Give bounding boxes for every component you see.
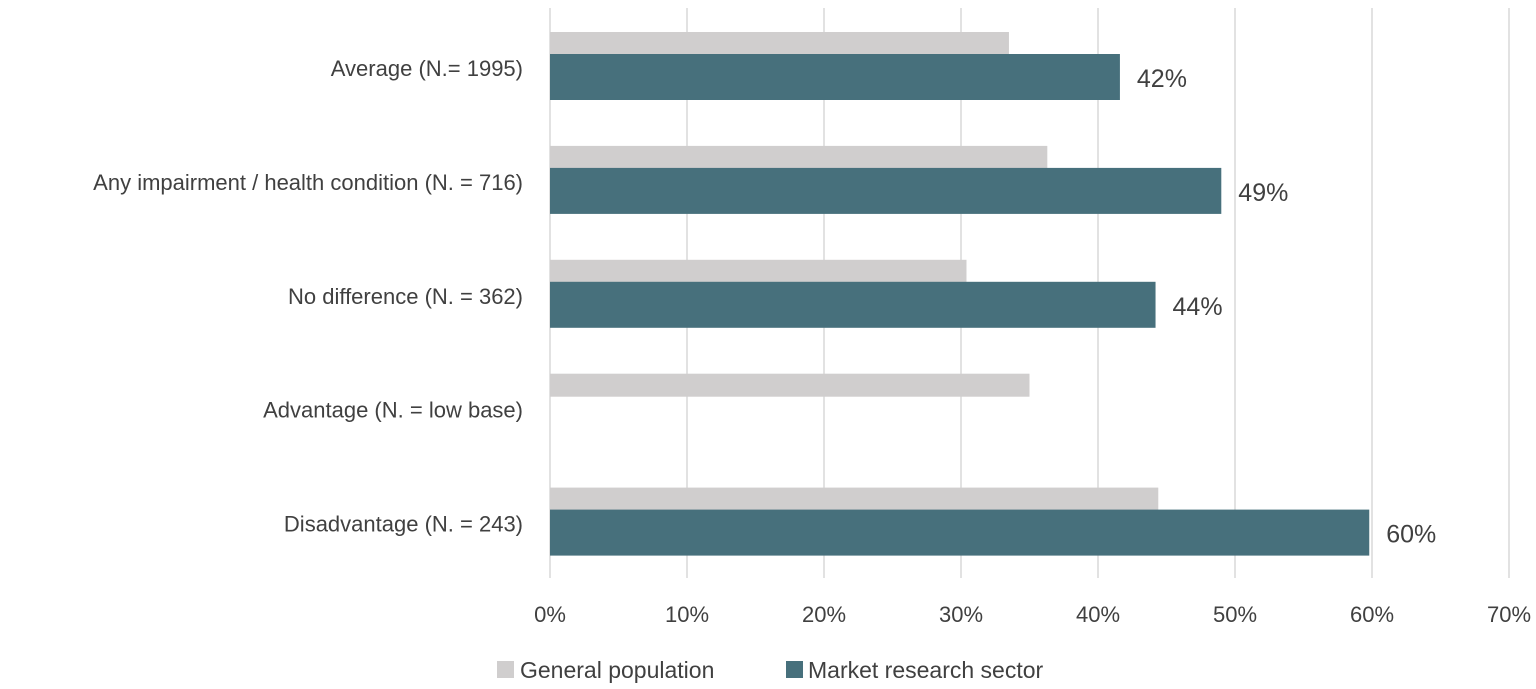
bar-general-population — [550, 259, 967, 283]
x-tick-label: 40% — [1076, 602, 1120, 627]
legend: General population Market research sector — [497, 657, 1044, 683]
labels: 0% 10% 20% 30% 40% 50% 60% 70% Average (N.= 1995… — [93, 56, 1531, 627]
x-tick-label: 30% — [939, 602, 983, 627]
bar-general-population — [550, 145, 1048, 169]
x-tick-label: 70% — [1487, 602, 1531, 627]
legend-swatch — [786, 661, 803, 678]
bar-general-population — [550, 373, 1030, 397]
category-label: Advantage (N. = low base) — [263, 398, 523, 423]
data-label: 42% — [1137, 65, 1187, 93]
category-label: Any impairment / health condition (N. = … — [93, 170, 523, 195]
x-tick-label: 20% — [802, 602, 846, 627]
bar-market-research-sector — [550, 54, 1120, 100]
bar-market-research-sector — [550, 509, 1370, 556]
x-tick-label: 10% — [665, 602, 709, 627]
bars — [550, 32, 1370, 556]
data-label: 49% — [1238, 179, 1288, 207]
category-label: No difference (N. = 362) — [288, 284, 523, 309]
legend-swatch — [497, 661, 514, 678]
data-label: 60% — [1386, 521, 1436, 549]
x-tick-label: 50% — [1213, 602, 1257, 627]
legend-label: Market research sector — [808, 657, 1044, 683]
x-tick-label: 0% — [534, 602, 566, 627]
data-label: 44% — [1173, 293, 1223, 321]
bar-market-research-sector — [550, 167, 1222, 214]
bar-general-population — [550, 487, 1159, 511]
category-label: Average (N.= 1995) — [331, 56, 523, 81]
legend-label: General population — [520, 657, 714, 683]
x-tick-label: 60% — [1350, 602, 1394, 627]
category-label: Disadvantage (N. = 243) — [284, 512, 523, 537]
bar-market-research-sector — [550, 281, 1156, 328]
bar-general-population — [550, 32, 1009, 55]
